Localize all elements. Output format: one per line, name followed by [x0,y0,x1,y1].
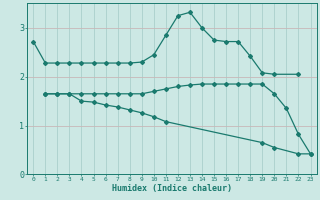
X-axis label: Humidex (Indice chaleur): Humidex (Indice chaleur) [112,184,232,193]
